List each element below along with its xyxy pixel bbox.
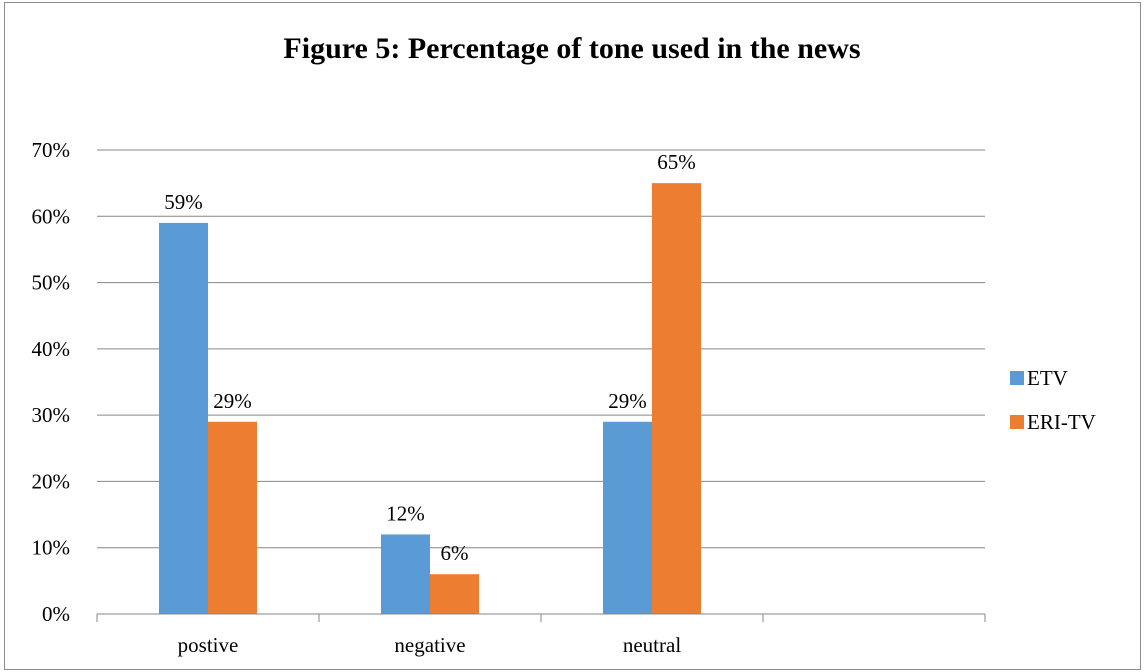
legend-swatch-eri-tv (1010, 415, 1024, 429)
bar-etv-negative (381, 534, 430, 614)
chart-title: Figure 5: Percentage of tone used in the… (283, 32, 860, 65)
y-tick-label: 20% (32, 469, 71, 493)
y-tick-label: 50% (32, 271, 71, 295)
y-tick-label: 30% (32, 403, 71, 427)
data-labels: 59% 12% 29% 29% 6% 65% (164, 150, 696, 565)
data-label: 65% (657, 150, 696, 174)
y-tick-label: 0% (42, 602, 70, 626)
data-label: 6% (441, 541, 469, 565)
bar-eri-tv-neutral (652, 183, 701, 614)
y-tick-label: 60% (32, 204, 71, 228)
legend: ETV ERI-TV (1010, 366, 1096, 434)
data-label: 59% (164, 190, 203, 214)
legend-label-etv: ETV (1027, 366, 1068, 390)
bar-etv-neutral (603, 421, 652, 614)
data-label: 29% (608, 389, 647, 413)
y-tick-label: 70% (32, 138, 71, 162)
bar-eri-tv-postive (208, 421, 257, 614)
x-category-label: negative (394, 633, 465, 657)
legend-label-eri-tv: ERI-TV (1027, 410, 1096, 434)
legend-swatch-etv (1010, 371, 1024, 385)
y-axis-tick-labels: 0% 10% 20% 30% 40% 50% 60% 70% (32, 138, 71, 626)
data-label: 12% (386, 501, 425, 525)
bars (159, 183, 701, 614)
x-category-label: neutral (623, 633, 681, 657)
bar-eri-tv-negative (430, 574, 479, 614)
y-tick-label: 40% (32, 337, 71, 361)
y-tick-label: 10% (32, 536, 71, 560)
x-axis-category-labels: postive negative neutral (178, 633, 682, 657)
x-axis (96, 613, 986, 622)
x-category-label: postive (178, 633, 239, 657)
data-label: 29% (213, 389, 252, 413)
bar-etv-postive (159, 222, 208, 614)
